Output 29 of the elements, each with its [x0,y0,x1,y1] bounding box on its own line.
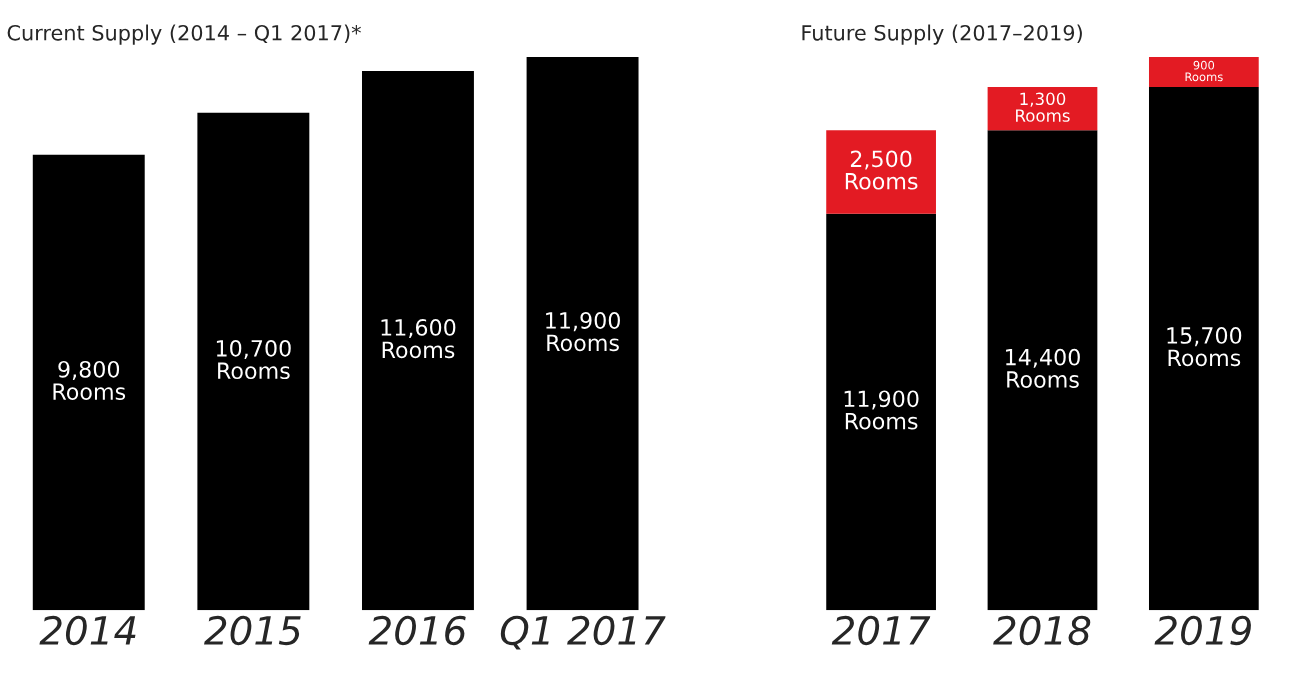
x-tick-label: 2019 [1154,615,1251,646]
bar [197,112,310,611]
bar [987,87,1098,131]
data-label: 11,900 Rooms [844,390,919,430]
data-label: 11,900 Rooms [546,312,620,352]
bar [826,130,936,214]
bar [362,70,474,611]
bar [1148,57,1259,87]
bar [32,154,145,611]
bar [1148,87,1259,611]
data-label: 15,700 Rooms [1167,327,1242,367]
x-tick-label: 2018 [993,615,1091,646]
data-label: 1,300 Rooms [1016,92,1070,122]
data-label: 10,700 Rooms [216,339,291,380]
x-tick-label: 2015 [204,615,301,646]
data-label: 9,800 Rooms [53,360,126,401]
x-tick-label: 2014 [39,615,136,646]
bar [826,213,936,611]
x-tick-label: Q1 2017 [500,615,666,650]
data-label: 2,500 Rooms [845,150,918,190]
bar [987,130,1098,611]
chart-title: Future Supply (2017–2019) [802,24,1082,45]
x-tick-label: 2016 [368,615,466,646]
data-label: 900 Rooms [1185,60,1223,82]
x-tick-label: 2017 [831,615,931,646]
bar [526,57,639,611]
chart-title: Current Supply (2014 – Q1 2017)* [7,24,361,45]
data-label: 14,400 Rooms [1006,348,1080,388]
data-label: 11,600 Rooms [381,319,456,359]
